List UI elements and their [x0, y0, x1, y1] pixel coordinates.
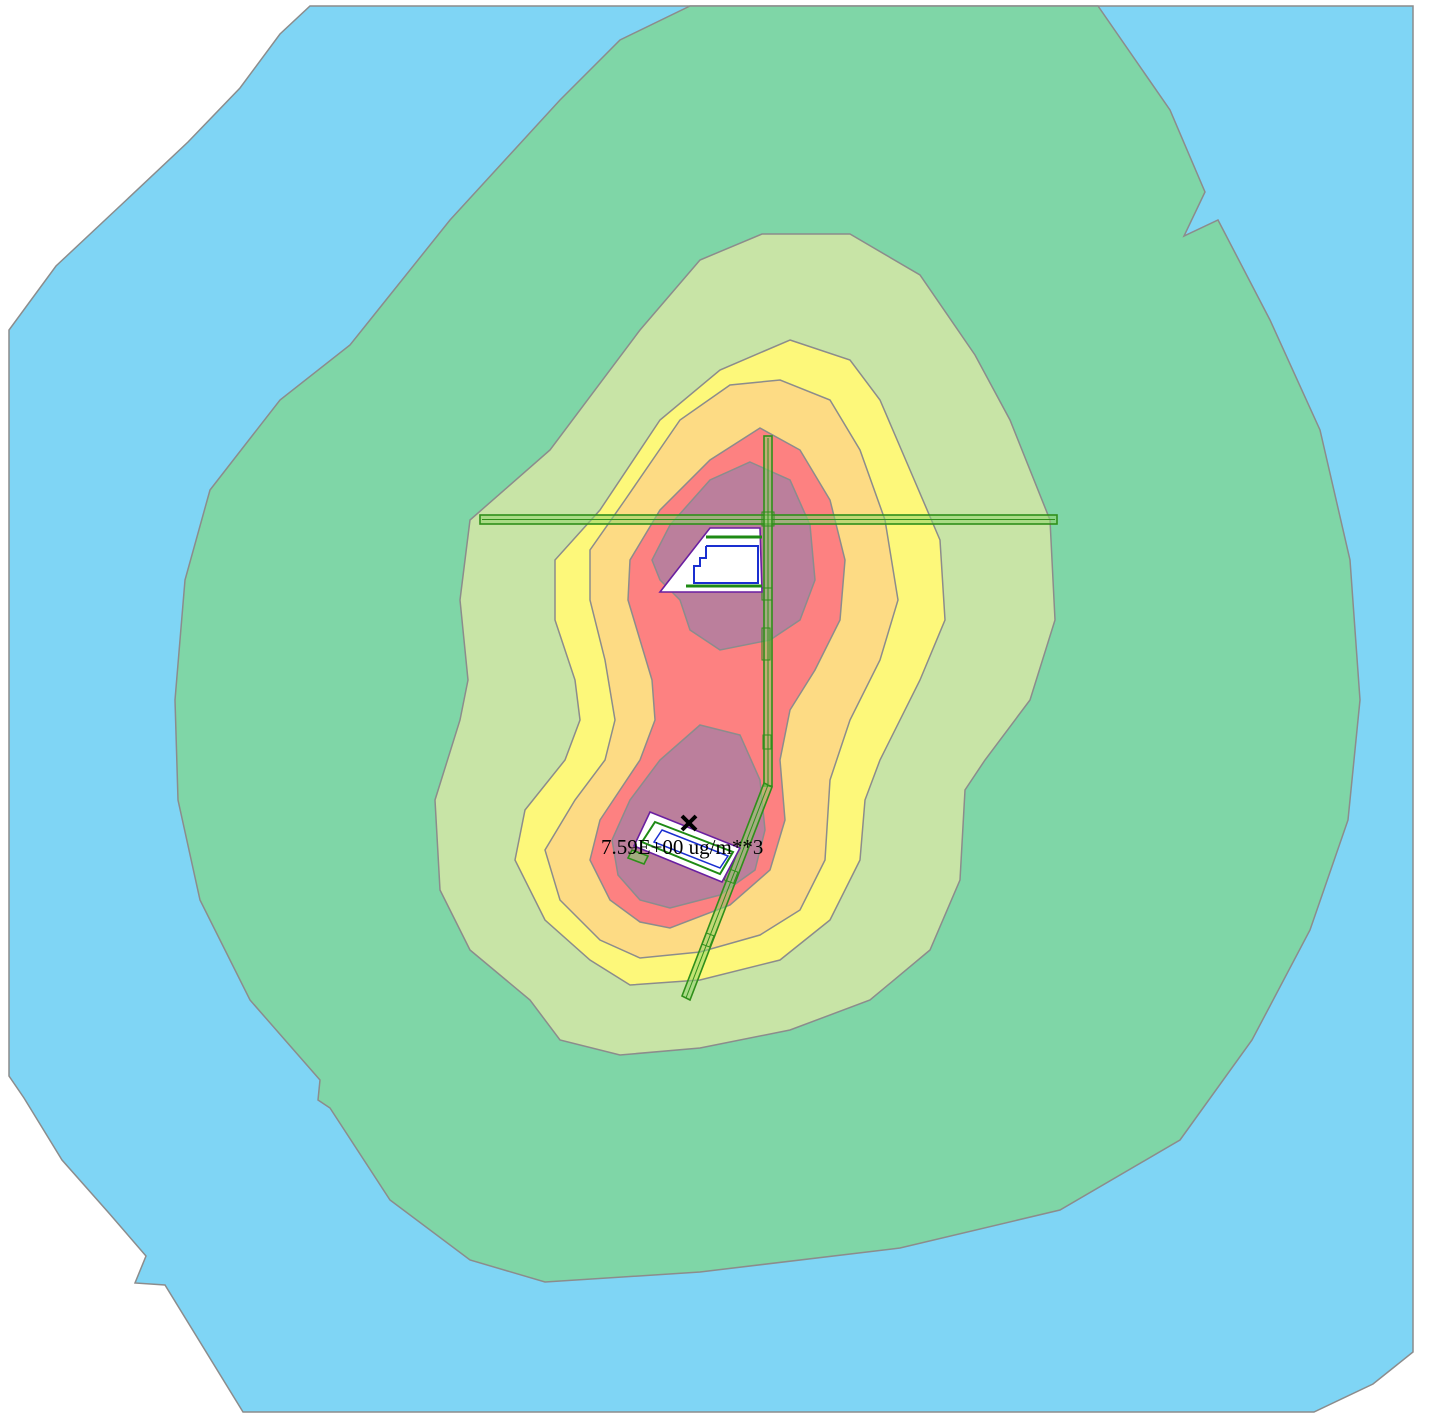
max-concentration-label: 7.59E+00 ug/m**3: [601, 835, 763, 859]
x-cross-icon: [680, 814, 698, 832]
facility-north: [658, 527, 763, 593]
facility-south: [626, 810, 742, 884]
road-diagonal-southwest: [680, 781, 774, 1002]
road-north-south: [761, 435, 775, 787]
max-concentration-marker: 7.59E+00 ug/m**3: [601, 814, 763, 859]
